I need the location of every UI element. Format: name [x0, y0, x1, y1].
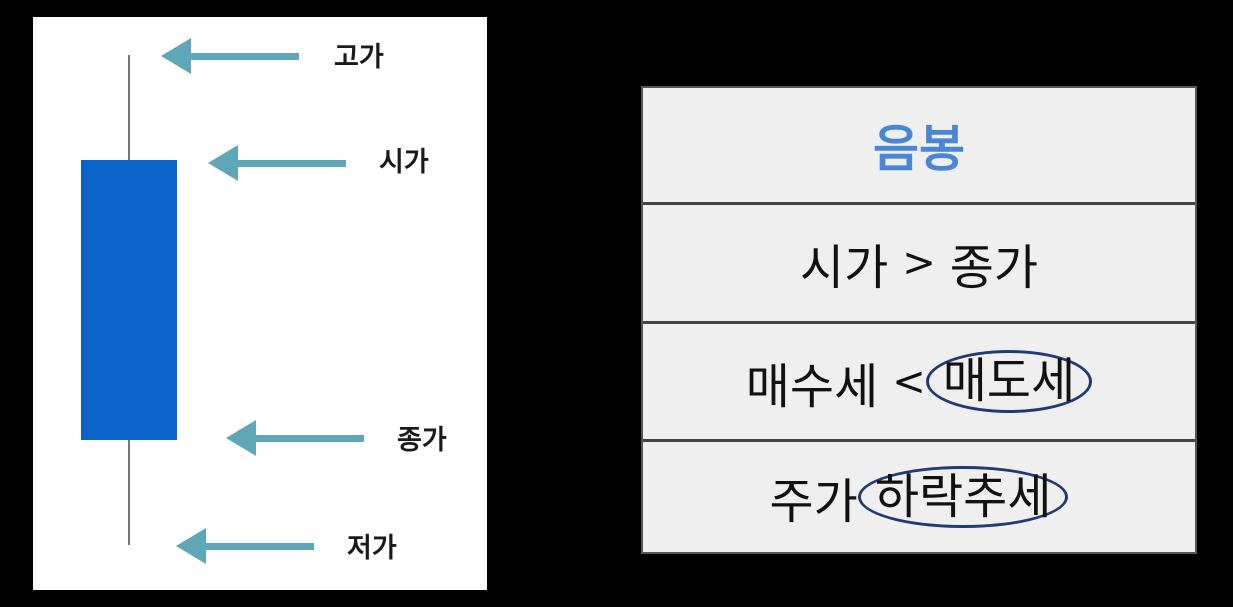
label-low: 저가 — [347, 533, 397, 564]
row1-left: 시가 — [799, 240, 889, 296]
row3-prefix: 주가 — [769, 474, 858, 530]
arrow-high-icon — [161, 38, 299, 74]
table-row-price: 시가 > 종가 — [643, 205, 1195, 321]
row2-operator: < — [892, 358, 926, 405]
row1-operator: > — [902, 240, 936, 286]
candlestick-diagram — [81, 38, 364, 564]
row1-right: 종가 — [949, 240, 1039, 296]
table-title: 음봉 — [873, 119, 965, 178]
table-title-row: 음봉 — [643, 88, 1195, 201]
bearish-candle-table: 음봉 시가 > 종가 매수세 < 매도세 주가 하락추세 — [641, 86, 1197, 554]
label-open: 시가 — [379, 147, 429, 178]
row2-circled: 매도세 — [925, 350, 1093, 413]
table-row-trend: 주가 하락추세 — [643, 442, 1195, 552]
arrow-open-icon — [208, 145, 346, 181]
row-divider — [643, 439, 1195, 442]
row-divider — [643, 202, 1195, 205]
arrow-low-icon — [176, 528, 314, 564]
table-row-pressure: 매수세 < 매도세 — [643, 324, 1195, 439]
arrow-close-icon — [226, 420, 364, 456]
label-high: 고가 — [334, 42, 384, 73]
label-close: 종가 — [397, 425, 447, 456]
candle-body — [81, 160, 177, 440]
row3-circled: 하락추세 — [857, 465, 1069, 529]
row-divider — [643, 321, 1195, 324]
row2-left: 매수세 — [745, 358, 879, 415]
candlestick-panel: 고가 시가 종가 저가 — [33, 17, 487, 590]
